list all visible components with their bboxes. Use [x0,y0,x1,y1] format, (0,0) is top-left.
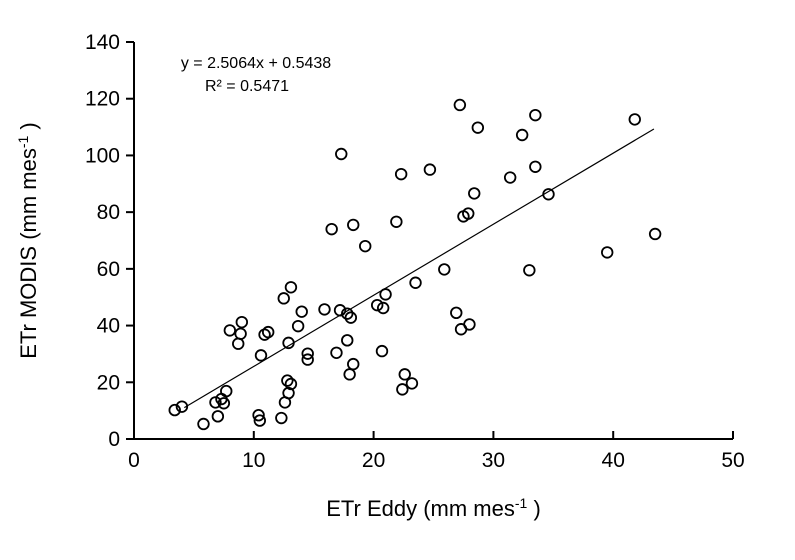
y-tick-label: 20 [97,371,120,394]
y-axis-title: ETr MODIS (mm mes-1 ) [15,122,41,359]
y-tick-label: 140 [85,31,120,54]
data-point [284,377,298,391]
y-tick-label: 80 [97,201,120,224]
data-point [375,344,389,358]
r-squared-label: R² = 0.5471 [205,78,289,95]
trend-line [184,128,655,409]
data-point [450,306,463,320]
data-point [347,357,360,371]
data-point [542,188,555,201]
y-tick-label: 100 [85,144,120,167]
data-point [523,264,536,277]
data-point [335,147,348,161]
data-point [341,334,354,347]
data-point [234,327,247,340]
x-tick-label: 40 [602,449,625,472]
data-point [529,108,542,122]
data-point [277,292,290,305]
data-point [648,227,662,241]
data-point [275,411,288,425]
data-point [209,396,222,409]
y-tick-label: 60 [97,258,120,281]
data-point [394,167,408,181]
data-point [211,410,225,423]
data-point [453,98,467,112]
x-tick-label: 30 [482,449,505,472]
data-point [628,113,641,126]
data-point [232,337,245,350]
data-point [515,128,529,142]
data-point [344,311,358,324]
data-point [318,303,331,316]
plot-area: y = 2.5064x + 0.5438 R² = 0.5471 [181,55,331,95]
equation-label: y = 2.5064x + 0.5438 [181,55,331,72]
data-point [601,246,614,259]
data-point [341,307,354,320]
x-tick-label: 50 [721,449,744,472]
data-point [503,171,517,184]
data-point [379,288,392,301]
data-point [398,368,411,381]
data-point [261,325,275,339]
data-point [529,160,542,173]
data-point [462,207,475,220]
data-point [254,349,268,362]
data-point [468,187,481,200]
data-point [284,281,298,294]
x-axis-title: ETr Eddy (mm mes-1 ) [326,495,541,521]
data-point [197,417,210,431]
data-point [252,408,265,422]
y-tick-label: 0 [108,428,120,451]
data-point [396,383,409,396]
data-point [301,353,314,366]
data-point [405,377,419,390]
data-point [235,315,249,329]
data-point [301,347,314,360]
data-point [295,305,308,318]
data-point [223,324,237,337]
data-point [333,304,347,317]
x-tick-label: 20 [362,449,385,472]
data-point [423,163,437,176]
data-point [220,384,233,398]
data-point [253,414,266,427]
data-point [330,346,343,359]
data-point [281,374,294,387]
x-tick-label: 0 [128,449,140,472]
y-tick-label: 40 [97,315,120,338]
data-point [471,121,485,134]
x-tick-label: 10 [242,449,265,472]
data-point [291,319,305,333]
y-tick-label: 120 [85,88,120,111]
data-point [359,239,372,253]
data-point [390,215,403,228]
data-point [347,218,360,232]
data-point [175,400,189,413]
data-point [454,323,468,336]
data-point [325,222,338,236]
data-point [168,403,181,417]
data-point [376,301,390,315]
data-point [370,298,384,312]
data-point [438,263,451,276]
data-point [409,276,422,289]
data-point [343,368,356,381]
data-point [282,336,295,350]
